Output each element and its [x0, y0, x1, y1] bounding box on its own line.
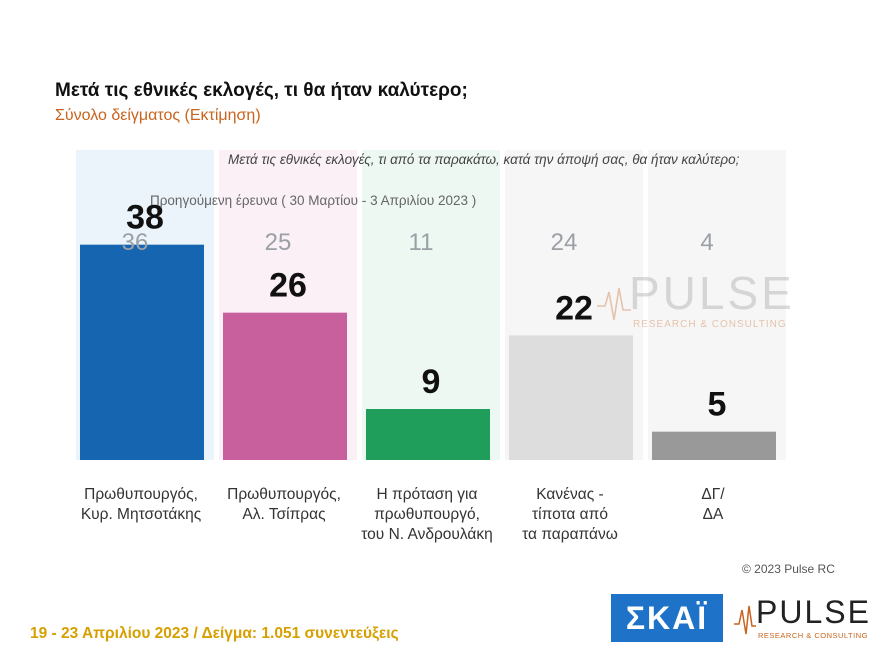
- data-label-3: 22: [555, 289, 593, 327]
- pulse-wave-icon: [597, 287, 631, 321]
- data-label-4: 5: [708, 386, 727, 424]
- pulse-logo-word: PULSE: [756, 594, 871, 630]
- bar-0: [80, 244, 204, 460]
- question-text: Μετά τις εθνικές εκλογές, τι από τα παρα…: [228, 152, 740, 167]
- column-background-2: [362, 150, 500, 460]
- category-label-4: ΔΓ/ΔΑ: [638, 485, 788, 525]
- category-label-line: του Ν. Ανδρουλάκη: [361, 526, 493, 543]
- previous-value-3: 24: [551, 229, 578, 256]
- category-label-line: Αλ. Τσίπρας: [242, 506, 326, 523]
- chart-title: Μετά τις εθνικές εκλογές, τι θα ήταν καλ…: [55, 80, 468, 101]
- bar-3: [509, 335, 633, 460]
- pulse-watermark-sub: RESEARCH & CONSULTING: [633, 319, 787, 330]
- category-label-line: πρωθυπουργό,: [374, 506, 480, 523]
- category-label-2: Η πρόταση για πρωθυπουργό, του Ν. Ανδρουλά…: [352, 485, 502, 545]
- previous-value-2: 11: [409, 229, 434, 256]
- skai-logo: ΣΚΑΪ: [611, 594, 723, 642]
- category-label-line: Κυρ. Μητσοτάκης: [80, 506, 202, 523]
- pulse-logo-wave-icon: [734, 605, 756, 635]
- column-background-4: [648, 150, 786, 460]
- category-label-line: Πρωθυπουργός,: [84, 486, 198, 503]
- pulse-watermark: PULSE RESEARCH & CONSULTING: [597, 266, 797, 341]
- data-label-0: 38: [126, 199, 164, 237]
- category-label-0: Πρωθυπουργός, Κυρ. Μητσοτάκης: [66, 485, 216, 525]
- bar-1: [223, 312, 347, 460]
- category-label-3: Κανένας - τίποτα από τα παραπάνω: [495, 485, 645, 545]
- bar-2: [366, 409, 490, 460]
- pulse-watermark-word: PULSE: [629, 267, 795, 319]
- data-label-2: 9: [422, 363, 441, 401]
- data-label-1: 26: [269, 267, 307, 305]
- previous-survey-label: Προηγούμενη έρευνα ( 30 Μαρτίου - 3 Απρι…: [150, 193, 477, 208]
- chart-subtitle: Σύνολο δείγματος (Εκτίμηση): [55, 107, 261, 124]
- category-label-line: τα παραπάνω: [522, 526, 618, 543]
- category-label-line: ΔΓ/: [701, 486, 725, 503]
- footer-text: 19 - 23 Απριλίου 2023 / Δείγμα: 1.051 συ…: [30, 625, 399, 642]
- previous-value-4: 4: [700, 229, 713, 256]
- category-label-line: τίποτα από: [532, 506, 608, 523]
- previous-value-0: 36: [122, 229, 149, 256]
- category-label-1: Πρωθυπουργός, Αλ. Τσίπρας: [209, 485, 359, 525]
- previous-value-1: 25: [265, 229, 292, 256]
- category-label-line: Πρωθυπουργός,: [227, 486, 341, 503]
- pulse-logo-sub: RESEARCH & CONSULTING: [758, 631, 868, 640]
- category-label-line: Κανένας -: [536, 486, 604, 503]
- pulse-logo: PULSE RESEARCH & CONSULTING: [734, 594, 869, 644]
- bar-4: [652, 431, 776, 460]
- copyright: © 2023 Pulse RC: [742, 562, 835, 576]
- category-label-line: Η πρόταση για: [376, 486, 478, 503]
- category-label-line: ΔΑ: [702, 506, 724, 523]
